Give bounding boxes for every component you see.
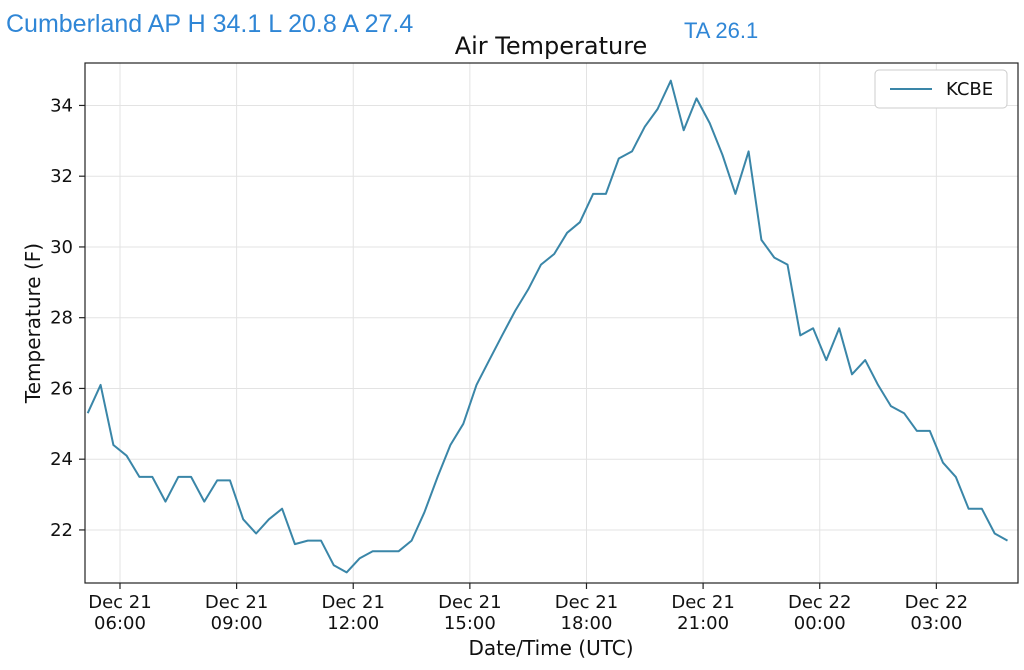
ta-readout: TA 26.1 — [684, 18, 759, 43]
x-tick-label-time: 12:00 — [327, 613, 379, 634]
station-summary: Cumberland AP H 34.1 L 20.8 A 27.4 — [6, 10, 414, 38]
x-axis-label: Date/Time (UTC) — [468, 636, 633, 660]
x-tick-label-date: Dec 21 — [438, 592, 501, 613]
y-tick-label: 24 — [50, 449, 73, 470]
x-tick-label-time: 18:00 — [561, 613, 613, 634]
x-tick-label-time: 06:00 — [94, 613, 146, 634]
legend-box — [874, 69, 1008, 109]
x-tick-label-date: Dec 21 — [671, 592, 734, 613]
y-tick-label: 30 — [50, 237, 73, 258]
x-tick-label-time: 21:00 — [677, 613, 729, 634]
x-tick-label-date: Dec 21 — [205, 592, 268, 613]
plot-frame — [84, 62, 1019, 584]
y-tick-label: 22 — [50, 520, 73, 541]
y-tick-label: 26 — [50, 378, 73, 399]
x-tick-label-time: 03:00 — [910, 613, 962, 634]
series-layer — [86, 79, 1008, 574]
legend-label-kcbe: KCBE — [946, 79, 993, 100]
y-axis-label: Temperature (F) — [21, 243, 45, 404]
x-tick-label-time: 15:00 — [444, 613, 496, 634]
y-tick-label: 32 — [50, 166, 73, 187]
y-tick-label: 34 — [50, 95, 73, 116]
grid — [85, 63, 1018, 583]
chart-title: Air Temperature — [455, 32, 648, 60]
x-tick-label-date: Dec 21 — [88, 592, 151, 613]
y-tick-label: 28 — [50, 308, 73, 329]
legend: KCBE — [874, 69, 1008, 109]
x-tick-label-time: 09:00 — [211, 613, 263, 634]
x-tick-label-date: Dec 21 — [322, 592, 385, 613]
x-tick-label-date: Dec 22 — [905, 592, 968, 613]
x-tick-label-date: Dec 21 — [555, 592, 618, 613]
x-tick-label-time: 00:00 — [794, 613, 846, 634]
x-tick-label-date: Dec 22 — [788, 592, 851, 613]
series-line-kcbe — [86, 79, 1008, 574]
